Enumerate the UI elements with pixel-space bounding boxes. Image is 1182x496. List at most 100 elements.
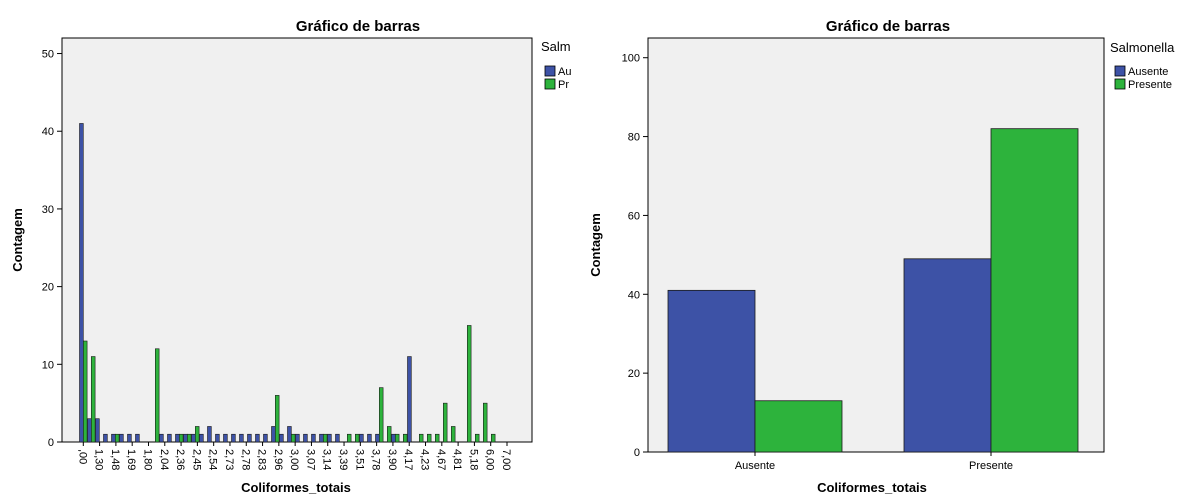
left-bar-ausente	[183, 433, 188, 443]
left-x-axis-title: Coliformes_totais	[241, 480, 351, 495]
left-x-tick-label: 4,81	[451, 449, 463, 470]
left-bar-ausente	[167, 433, 172, 443]
left-x-tick-label: 3,51	[353, 449, 365, 470]
right-bars	[667, 128, 1079, 453]
left-legend-label-ausente: Au	[558, 66, 571, 78]
right-legend: Salmonella Ausente Presente	[1110, 40, 1175, 91]
left-bar-ausente	[87, 418, 92, 443]
left-plot-area	[61, 37, 533, 443]
left-bar-ausente	[103, 433, 108, 443]
left-bar-presente	[418, 433, 424, 443]
left-bar-ausente	[279, 433, 284, 443]
left-bar-ausente	[255, 433, 260, 443]
left-x-tick-label: 2,73	[223, 449, 235, 470]
left-bar-presente	[490, 433, 496, 443]
left-bar-presente	[155, 348, 160, 443]
left-bar-ausente	[223, 433, 228, 443]
left-bar-ausente	[95, 418, 100, 443]
left-x-tick-label: 3,07	[304, 449, 316, 470]
right-y-tick-label: 80	[628, 132, 640, 144]
left-y-axis-title: Contagem	[10, 208, 25, 272]
left-bar-ausente	[319, 433, 324, 443]
left-x-tick-label: 3,90	[386, 449, 398, 470]
left-x-tick-label: 4,67	[435, 449, 447, 470]
left-legend-title: Salm	[541, 39, 571, 54]
left-bar-ausente	[335, 433, 340, 443]
right-y-axis-title: Contagem	[588, 213, 603, 277]
left-bar-presente	[402, 433, 408, 443]
right-legend-title: Salmonella	[1110, 40, 1175, 55]
left-x-tick-label: 6,00	[484, 449, 496, 470]
left-bar-ausente	[391, 433, 396, 443]
left-bar-presente	[394, 433, 400, 443]
left-x-tick-label: 7,00	[500, 449, 512, 470]
left-bar-presente	[115, 433, 120, 443]
left-bar-presente	[378, 387, 384, 443]
left-y-axis: 0 10 20 30 40 50	[42, 49, 62, 449]
left-x-tick-label: 2,96	[272, 449, 284, 470]
left-x-tick-label: 1,69	[125, 449, 137, 470]
left-bar-ausente	[191, 433, 196, 443]
left-bar-ausente	[215, 433, 220, 443]
right-x-axis-title: Coliformes_totais	[817, 480, 927, 495]
left-bar-ausente	[295, 433, 300, 443]
left-bar-ausente	[175, 433, 180, 443]
right-y-tick-label: 20	[628, 368, 640, 380]
right-y-tick-label: 100	[622, 53, 640, 65]
left-bar-presente	[91, 356, 96, 443]
left-bar-presente	[474, 433, 480, 443]
left-bar-ausente	[239, 433, 244, 443]
left-bar-ausente	[359, 433, 364, 443]
right-legend-swatch-presente	[1114, 78, 1126, 90]
left-bar-ausente	[119, 433, 124, 443]
left-chart-title: Gráfico de barras	[296, 18, 420, 35]
left-x-tick-label: 2,83	[256, 449, 268, 470]
left-bar-presente	[274, 395, 280, 443]
left-x-tick-label: 1,48	[109, 449, 121, 470]
right-x-axis: Ausente Presente	[735, 452, 1013, 472]
right-x-tick-label: Ausente	[735, 460, 775, 472]
left-bars	[79, 123, 496, 443]
left-bar-presente	[386, 426, 392, 443]
left-legend-swatch-presente	[544, 78, 556, 90]
left-y-tick-label: 20	[42, 282, 54, 294]
left-bar-ausente	[375, 433, 380, 443]
left-bar-ausente	[407, 356, 412, 443]
left-x-tick-label: 2,54	[207, 449, 219, 470]
right-legend-swatch-ausente	[1114, 65, 1126, 77]
left-bar-presente	[466, 325, 472, 443]
left-bar-ausente	[367, 433, 372, 443]
left-bar-ausente	[287, 426, 292, 443]
left-bar-ausente	[207, 426, 212, 443]
left-x-tick-label: 3,39	[337, 449, 349, 470]
right-x-tick-label: Presente	[969, 460, 1013, 472]
right-chart-title: Gráfico de barras	[826, 18, 950, 35]
right-legend-label-ausente: Ausente	[1128, 66, 1168, 78]
left-x-tick-label: 3,00	[288, 449, 300, 470]
left-x-tick-label: 3,14	[321, 449, 333, 470]
left-x-tick-label: 4,17	[402, 449, 414, 470]
right-bar-ausente	[667, 289, 756, 453]
left-bar-ausente	[247, 433, 252, 443]
right-y-tick-label: 0	[634, 447, 640, 459]
right-bar-ausente	[903, 258, 992, 453]
left-bar-presente	[290, 433, 296, 443]
left-y-tick-label: 10	[42, 359, 54, 371]
right-legend-label-presente: Presente	[1128, 79, 1172, 91]
left-bar-ausente	[79, 123, 84, 443]
left-bar-ausente	[311, 433, 316, 443]
left-bar-ausente	[263, 433, 268, 443]
left-bar-ausente	[159, 433, 164, 443]
left-bar-ausente	[127, 433, 132, 443]
left-x-tick-label: 3,78	[370, 449, 382, 470]
left-bar-presente	[322, 433, 328, 443]
right-bar-presente	[754, 400, 843, 453]
right-bar-presente	[990, 128, 1079, 453]
left-bar-presente	[482, 402, 488, 443]
left-bar-presente	[354, 433, 360, 443]
right-y-tick-label: 40	[628, 289, 640, 301]
left-bar-presente	[346, 433, 352, 443]
left-x-tick-label: 2,36	[174, 449, 186, 470]
